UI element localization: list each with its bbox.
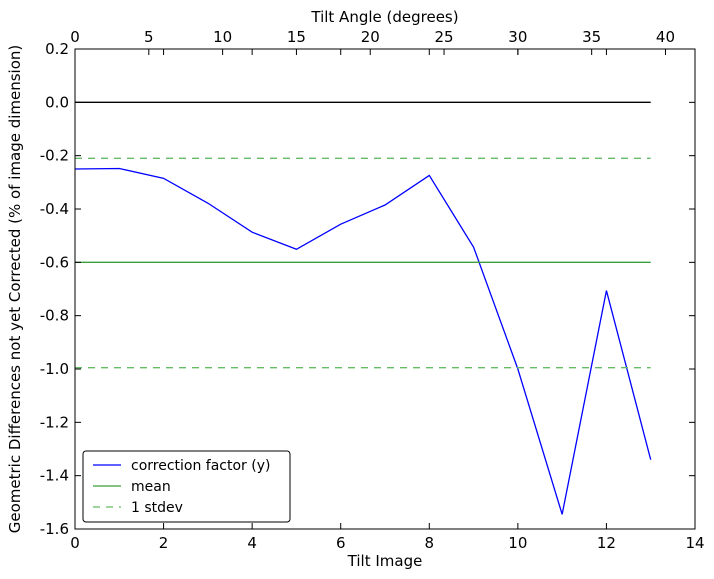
x2-tick-label: 0 (70, 28, 80, 46)
x-tick-label: 4 (247, 534, 257, 552)
x2-tick-label: 10 (213, 28, 232, 46)
y-tick-label: -1.6 (40, 520, 69, 538)
legend-label: mean (131, 479, 171, 495)
x2-tick-label: 5 (144, 28, 154, 46)
y-axis-title: Geometric Differences not yet Corrected … (6, 45, 24, 534)
legend-box (82, 450, 291, 523)
y-tick-label: 0.0 (45, 93, 69, 111)
y-tick-label: -1.4 (40, 467, 69, 485)
x2-axis-title: Tilt Angle (degrees) (310, 8, 458, 26)
x2-tick-label: 35 (582, 28, 601, 46)
y-tick-label: -0.8 (40, 307, 69, 325)
tick-labels: 0 2 4 6 8 10 12 14 0 5 10 15 20 25 30 35 40 -1.6 -1.4 -1.2 -… (40, 28, 705, 552)
x-tick-label: 6 (336, 534, 346, 552)
x-tick-label: 14 (685, 534, 704, 552)
x2-tick-label: 25 (435, 28, 454, 46)
legend: correction factor (y) mean 1 stdev (82, 450, 291, 523)
legend-label: correction factor (y) (131, 458, 270, 474)
plot-frame (74, 48, 696, 530)
y-tick-label: -0.4 (40, 200, 69, 218)
x-tick-label: 10 (508, 534, 527, 552)
x-tick-label: 0 (70, 534, 80, 552)
y-tick-label: -0.6 (40, 253, 69, 271)
y-tick-label: -0.2 (40, 147, 69, 165)
ticks (74, 48, 696, 530)
x-tick-label: 8 (425, 534, 435, 552)
x2-tick-label: 15 (287, 28, 306, 46)
plot-lines (74, 101, 652, 515)
x-tick-label: 12 (597, 534, 616, 552)
x2-tick-label: 40 (656, 28, 675, 46)
x2-tick-label: 30 (508, 28, 527, 46)
legend-label: 1 stdev (131, 500, 183, 516)
x-tick-label: 2 (159, 534, 169, 552)
y-tick-label: -1.0 (40, 360, 69, 378)
x-axis-title: Tilt Image (347, 552, 423, 570)
y-tick-label: -1.2 (40, 413, 69, 431)
x2-tick-label: 20 (361, 28, 380, 46)
y-tick-label: 0.2 (45, 40, 69, 58)
series-line-0 (74, 167, 652, 515)
